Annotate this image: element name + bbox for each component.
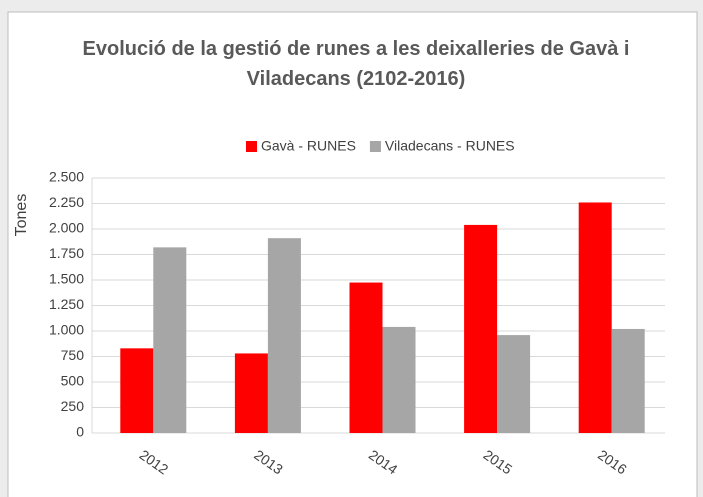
y-tick-label: 1.750 [49, 245, 84, 261]
bar [611, 328, 645, 433]
bar [497, 335, 531, 433]
y-tick-label: 2.000 [49, 220, 84, 236]
bar [234, 353, 268, 433]
y-tick-label: 0 [76, 424, 84, 440]
bar [349, 282, 383, 433]
y-tick-label: 1.250 [49, 296, 84, 312]
bar [464, 224, 498, 433]
bar [153, 247, 187, 433]
bar [120, 348, 154, 433]
bar [578, 202, 612, 433]
y-tick-label: 1.000 [49, 322, 84, 338]
y-axis-label: Tones [13, 194, 30, 237]
legend-swatch [369, 141, 381, 152]
bar [267, 238, 301, 433]
legend-swatch [246, 141, 257, 152]
y-tick-label: 750 [61, 347, 85, 363]
chart-title: Evolució de la gestió de runes a les dei… [82, 38, 630, 90]
y-tick-label: 2.500 [49, 169, 84, 185]
y-tick-label: 1.500 [49, 271, 84, 287]
y-tick-label: 250 [61, 398, 85, 414]
legend-label: Viladecans - RUNES [385, 138, 515, 154]
legend-label: Gavà - RUNES [261, 138, 356, 154]
y-tick-label: 500 [61, 373, 85, 389]
bar [382, 326, 416, 433]
y-tick-label: 2.250 [49, 194, 84, 210]
